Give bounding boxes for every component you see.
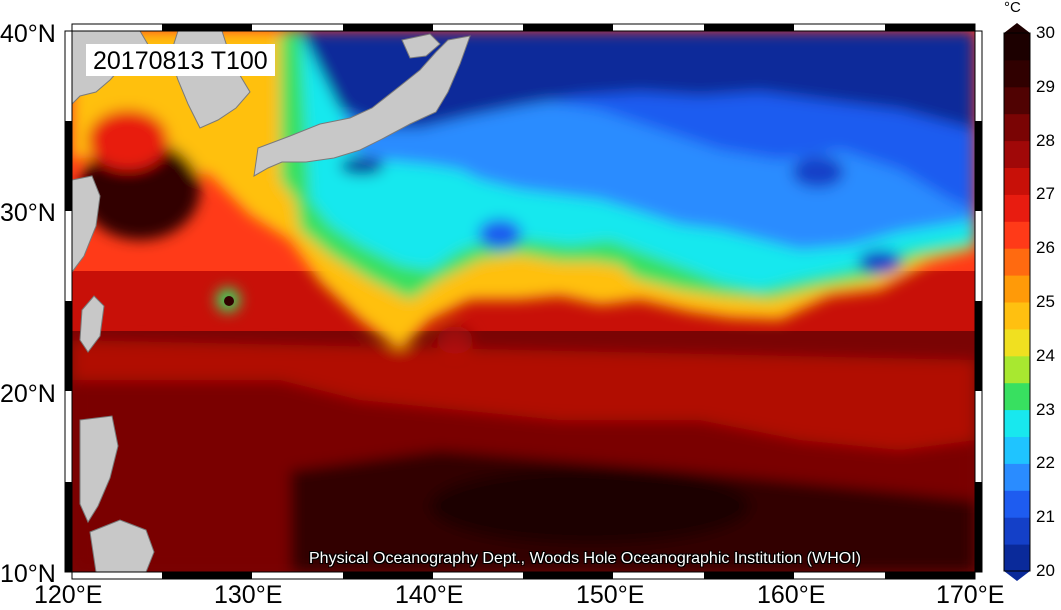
colorbar-tick-label: 24 <box>1036 345 1055 365</box>
colorbar-swatch <box>1004 86 1030 115</box>
colorbar-swatch <box>1004 463 1030 491</box>
colorbar-tick-label: 23 <box>1036 399 1055 419</box>
colorbar-unit: °C <box>1004 0 1021 16</box>
lat-label-10: 10°N <box>0 560 56 588</box>
lon-label-150: 150°E <box>576 581 645 609</box>
colorbar-swatch <box>1004 382 1030 411</box>
lat-label-20: 20°N <box>0 380 56 408</box>
colorbar-swatch <box>1004 517 1030 545</box>
lon-label-130: 130°E <box>214 581 283 609</box>
colorbar-tick-label: 27 <box>1036 184 1055 204</box>
colorbar-max-arrow <box>1004 23 1030 33</box>
colorbar-swatch <box>1004 59 1030 88</box>
colorbar-swatch <box>1004 409 1030 437</box>
colorbar <box>1003 23 1031 581</box>
colorbar-swatch <box>1004 302 1030 330</box>
map-frame <box>64 23 983 580</box>
colorbar-swatch <box>1004 328 1030 357</box>
colorbar-swatch <box>1004 248 1030 276</box>
colorbar-swatch <box>1004 355 1030 384</box>
credit-text: Physical Oceanography Dept., Woods Hole … <box>309 550 861 567</box>
colorbar-swatch <box>1004 490 1030 518</box>
colorbar-swatch <box>1004 167 1030 195</box>
colorbar-min-arrow <box>1004 571 1030 581</box>
map-title: 20170813 T100 <box>86 44 275 76</box>
lon-label-160: 160°E <box>757 581 826 609</box>
colorbar-tick-label: 20 <box>1036 561 1055 580</box>
lat-label-40: 40°N <box>0 20 56 48</box>
lon-label-170: 170°E <box>936 581 1005 609</box>
colorbar-swatch <box>1004 140 1030 168</box>
colorbar-tick-label: 29 <box>1036 76 1055 96</box>
colorbar-tick-label: 21 <box>1036 507 1055 527</box>
colorbar-tick-label: 25 <box>1036 292 1055 311</box>
colorbar-swatch <box>1004 113 1030 142</box>
colorbar-outline <box>1003 32 1031 572</box>
colorbar-tick-label: 22 <box>1036 453 1055 473</box>
lon-label-120: 120°E <box>34 581 103 609</box>
lon-label-140: 140°E <box>395 581 464 609</box>
colorbar-tick-label: 26 <box>1036 238 1055 258</box>
colorbar-tick-label: 30 <box>1036 23 1055 42</box>
lat-label-30: 30°N <box>0 199 56 227</box>
colorbar-swatch <box>1004 544 1030 572</box>
colorbar-swatch <box>1004 194 1030 222</box>
colorbar-swatch <box>1004 436 1030 464</box>
colorbar-swatch <box>1004 221 1030 249</box>
colorbar-swatch <box>1004 33 1030 61</box>
temperature-field <box>72 31 975 572</box>
colorbar-tick-label: 28 <box>1036 130 1055 150</box>
colorbar-swatch <box>1004 275 1030 303</box>
